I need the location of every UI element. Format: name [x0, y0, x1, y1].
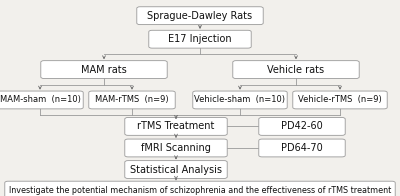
- FancyBboxPatch shape: [193, 91, 287, 109]
- FancyBboxPatch shape: [259, 139, 345, 157]
- FancyBboxPatch shape: [125, 161, 227, 178]
- Text: MAM-rTMS  (n=9): MAM-rTMS (n=9): [95, 95, 169, 104]
- Text: Vehicle-rTMS  (n=9): Vehicle-rTMS (n=9): [298, 95, 382, 104]
- FancyBboxPatch shape: [149, 30, 251, 48]
- Text: PD42-60: PD42-60: [281, 121, 323, 132]
- Text: PD64-70: PD64-70: [281, 143, 323, 153]
- Text: MAM rats: MAM rats: [81, 64, 127, 75]
- FancyBboxPatch shape: [0, 91, 83, 109]
- Text: Vehicle-sham  (n=10): Vehicle-sham (n=10): [194, 95, 286, 104]
- FancyBboxPatch shape: [259, 118, 345, 135]
- Text: Sprague-Dawley Rats: Sprague-Dawley Rats: [148, 11, 252, 21]
- Text: Vehicle rats: Vehicle rats: [268, 64, 324, 75]
- Text: fMRI Scanning: fMRI Scanning: [141, 143, 211, 153]
- FancyBboxPatch shape: [125, 139, 227, 157]
- FancyBboxPatch shape: [89, 91, 175, 109]
- Text: MAM-sham  (n=10): MAM-sham (n=10): [0, 95, 80, 104]
- FancyBboxPatch shape: [233, 61, 359, 78]
- FancyBboxPatch shape: [125, 118, 227, 135]
- FancyBboxPatch shape: [137, 7, 263, 24]
- FancyBboxPatch shape: [293, 91, 387, 109]
- FancyBboxPatch shape: [5, 181, 395, 196]
- FancyBboxPatch shape: [41, 61, 167, 78]
- Text: E17 Injection: E17 Injection: [168, 34, 232, 44]
- Text: Investigate the potential mechanism of schizophrenia and the effectiveness of rT: Investigate the potential mechanism of s…: [9, 186, 391, 195]
- Text: Statistical Analysis: Statistical Analysis: [130, 164, 222, 175]
- Text: rTMS Treatment: rTMS Treatment: [137, 121, 215, 132]
